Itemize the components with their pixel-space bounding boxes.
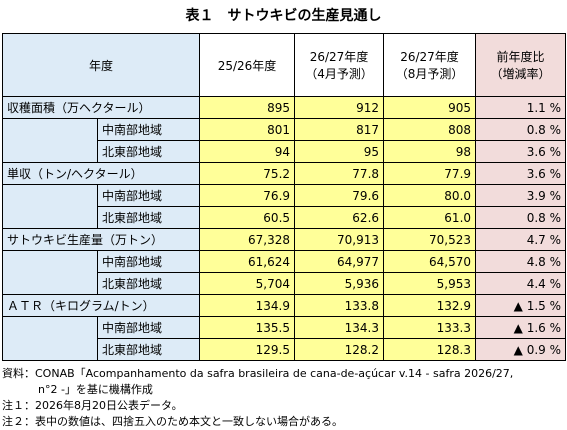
header-text: 前年度比 [496, 50, 545, 64]
note: n°2 -」を基に機構作成 [38, 383, 153, 396]
value-cell: 132.9 [383, 294, 477, 317]
value-cell: 77.9 [383, 162, 477, 185]
value-cell: ▲ 1.6 % [475, 316, 567, 339]
group-row: サトウキビ生産量（万トン） 67,328 70,913 70,523 4.7 % [1, 228, 567, 251]
value-cell: 128.3 [383, 338, 477, 361]
value-cell: 4.7 % [475, 228, 567, 251]
note: 注１：2026年8月20日公表データ。 [2, 399, 183, 412]
value-cell: 75.2 [199, 162, 296, 185]
header-text: （8月予測） [395, 67, 464, 81]
value-cell: 129.5 [199, 338, 296, 361]
table-title: 表１ サトウキビの生産見通し [185, 8, 382, 24]
value-cell: 60.5 [199, 206, 296, 229]
value-cell: 3.6 % [475, 140, 567, 163]
header-text: （4月予測） [305, 67, 373, 81]
value-cell: 5,953 [383, 272, 477, 295]
value-cell: 3.9 % [475, 184, 567, 207]
value-cell: 77.8 [294, 162, 385, 185]
sub-row: 北東部地域 5,704 5,936 5,953 4.4 % [3, 272, 567, 295]
row-label: ＡＴＲ（キログラム/トン） [1, 294, 201, 317]
value-cell: 70,913 [294, 228, 385, 251]
value-cell: 3.6 % [475, 162, 567, 185]
row-label: 北東部地域 [96, 140, 201, 163]
header-cell: 26/27年度 （4月予測） [294, 33, 385, 97]
value-cell: 4.8 % [475, 250, 567, 273]
header-text: （増減率） [490, 67, 551, 81]
group-row: 単収（トン/ヘクタール） 75.2 77.8 77.9 3.6 % [1, 162, 567, 185]
blank-cell [2, 316, 98, 361]
header-cell: 年度 [1, 33, 201, 97]
header-text: 26/27年度 [309, 50, 369, 64]
row-label: 中南部地域 [96, 316, 201, 339]
row-label: 北東部地域 [96, 206, 201, 229]
header-text: 25/26年度 [217, 58, 277, 73]
value-cell: 4.4 % [475, 272, 567, 295]
blank-cell [2, 118, 98, 163]
row-label: サトウキビ生産量（万トン） [1, 228, 201, 251]
note: 注２：表中の数値は、四捨五入のため本文と一致しない場合がある。 [2, 415, 343, 428]
value-cell: 76.9 [199, 184, 296, 207]
value-cell: 1.1 % [475, 96, 567, 119]
row-label: 北東部地域 [96, 338, 201, 361]
sub-row: 中南部地域 76.9 79.6 80.0 3.9 % [2, 184, 567, 229]
value-cell: 912 [294, 96, 385, 119]
group-row: 収穫面積（万ヘクタール） 895 912 905 1.1 % [1, 96, 567, 119]
value-cell: 0.8 % [475, 118, 567, 141]
value-cell: 98 [383, 140, 477, 163]
value-cell: 94 [199, 140, 296, 163]
value-cell: 62.6 [294, 206, 385, 229]
sub-row: 中南部地域 61,624 64,977 64,570 4.8 % [2, 250, 567, 295]
value-cell: 135.5 [199, 316, 296, 339]
value-cell: 808 [383, 118, 477, 141]
header-cell: 25/26年度 [199, 33, 296, 97]
value-cell: 128.2 [294, 338, 385, 361]
value-cell: 0.8 % [475, 206, 567, 229]
header-row: 年度 25/26年度 26/27年度 （4月予測） 26/27年度 （8月予測） 前年度比 （… [1, 33, 567, 97]
value-cell: 801 [199, 118, 296, 141]
value-cell: 133.8 [294, 294, 385, 317]
sub-row: 中南部地域 135.5 134.3 133.3 ▲ 1.6 % [2, 316, 567, 361]
blank-cell [2, 184, 98, 229]
table-body: 年度 25/26年度 26/27年度 （4月予測） 26/27年度 （8月予測） 前年度比 （… [1, 33, 567, 361]
value-cell: 79.6 [294, 184, 385, 207]
row-label: 中南部地域 [96, 118, 201, 141]
notes: 資料：CONAB「Acompanhamento da safra brasile… [2, 366, 565, 430]
group-row: ＡＴＲ（キログラム/トン） 134.9 133.8 132.9 ▲ 1.5 % [1, 294, 567, 317]
value-cell: 95 [294, 140, 385, 163]
header-cell: 26/27年度 （8月予測） [383, 33, 477, 97]
value-cell: 67,328 [199, 228, 296, 251]
value-cell: 61.0 [383, 206, 477, 229]
row-label: 中南部地域 [96, 250, 201, 273]
blank-cell [2, 250, 98, 295]
value-cell: ▲ 1.5 % [475, 294, 567, 317]
table: 年度 25/26年度 26/27年度 （4月予測） 26/27年度 （8月予測） 前年度比 （… [1, 33, 567, 361]
value-cell: 905 [383, 96, 477, 119]
value-cell: 80.0 [383, 184, 477, 207]
row-label: 単収（トン/ヘクタール） [1, 162, 201, 185]
row-label: 北東部地域 [96, 272, 201, 295]
value-cell: 5,936 [294, 272, 385, 295]
value-cell: 133.3 [383, 316, 477, 339]
sub-row: 北東部地域 94 95 98 3.6 % [3, 140, 567, 163]
value-cell: 5,704 [199, 272, 296, 295]
value-cell: 134.3 [294, 316, 385, 339]
sub-row: 北東部地域 129.5 128.2 128.3 ▲ 0.9 % [3, 338, 567, 361]
note: 資料：CONAB「Acompanhamento da safra brasile… [2, 367, 514, 380]
value-cell: 64,977 [294, 250, 385, 273]
row-label: 収穫面積（万ヘクタール） [1, 96, 201, 119]
value-cell: 134.9 [199, 294, 296, 317]
sub-row: 中南部地域 801 817 808 0.8 % [2, 118, 567, 163]
value-cell: ▲ 0.9 % [475, 338, 567, 361]
value-cell: 64,570 [383, 250, 477, 273]
header-cell: 前年度比 （増減率） [475, 33, 567, 97]
header-text: 26/27年度 [400, 50, 459, 64]
row-label: 中南部地域 [96, 184, 201, 207]
value-cell: 895 [199, 96, 296, 119]
value-cell: 70,523 [383, 228, 477, 251]
value-cell: 817 [294, 118, 385, 141]
value-cell: 61,624 [199, 250, 296, 273]
